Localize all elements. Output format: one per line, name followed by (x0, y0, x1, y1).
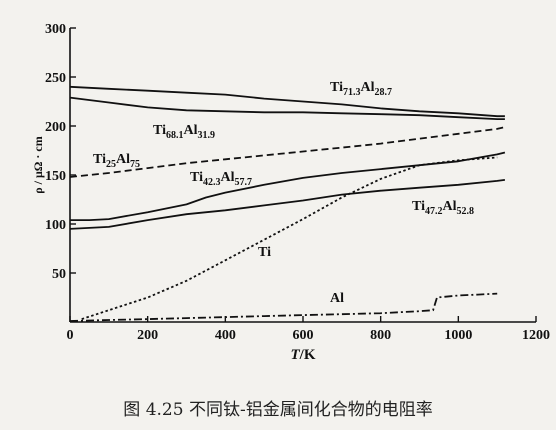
series-label-ti25al75: Ti25Al75 (93, 152, 140, 170)
x-tick-label: 800 (370, 328, 391, 343)
y-tick-label: 200 (45, 120, 66, 135)
series-line-ti71-3al28-7 (69, 85, 505, 118)
x-tick-label: 1000 (444, 328, 472, 343)
x-tick-label: 400 (215, 328, 236, 343)
y-tick-label: 150 (45, 169, 66, 184)
x-tick-label: 200 (137, 328, 158, 343)
series-label-ti47-2al52-8: Ti47.2Al52.8 (412, 199, 474, 217)
series-label-ti68-1al31-9: Ti68.1Al31.9 (153, 123, 215, 141)
y-tick-label: 100 (45, 218, 66, 233)
figure-caption: 图 4.25 不同钛-铝金属间化合物的电阻率 (123, 400, 433, 420)
series-line-ti42-3al57-7 (70, 151, 506, 221)
y-tick-label: 50 (52, 267, 66, 282)
x-axis-title: T/K (290, 347, 315, 363)
series-label-al: Al (330, 291, 344, 306)
series-label-ti42-3al57-7: Ti42.3Al57.7 (190, 170, 252, 188)
series-line-ti (81, 156, 498, 320)
series-line-ti68-1al31-9 (69, 96, 505, 120)
x-tick-label: 1200 (522, 328, 550, 343)
x-tick-label: 0 (67, 328, 74, 343)
series-label-ti: Ti (258, 245, 271, 260)
series-line-ti25al75 (69, 126, 506, 178)
x-tick-label: 600 (293, 328, 314, 343)
y-axis-title: ρ / μΩ · cm (31, 136, 45, 194)
series-line-al (69, 292, 498, 322)
series-line-ti47-2al52-8 (69, 179, 506, 230)
y-tick-label: 300 (45, 22, 66, 37)
series-label-ti71-3al28-7: Ti71.3Al28.7 (330, 80, 392, 98)
y-tick-label: 250 (45, 71, 66, 86)
